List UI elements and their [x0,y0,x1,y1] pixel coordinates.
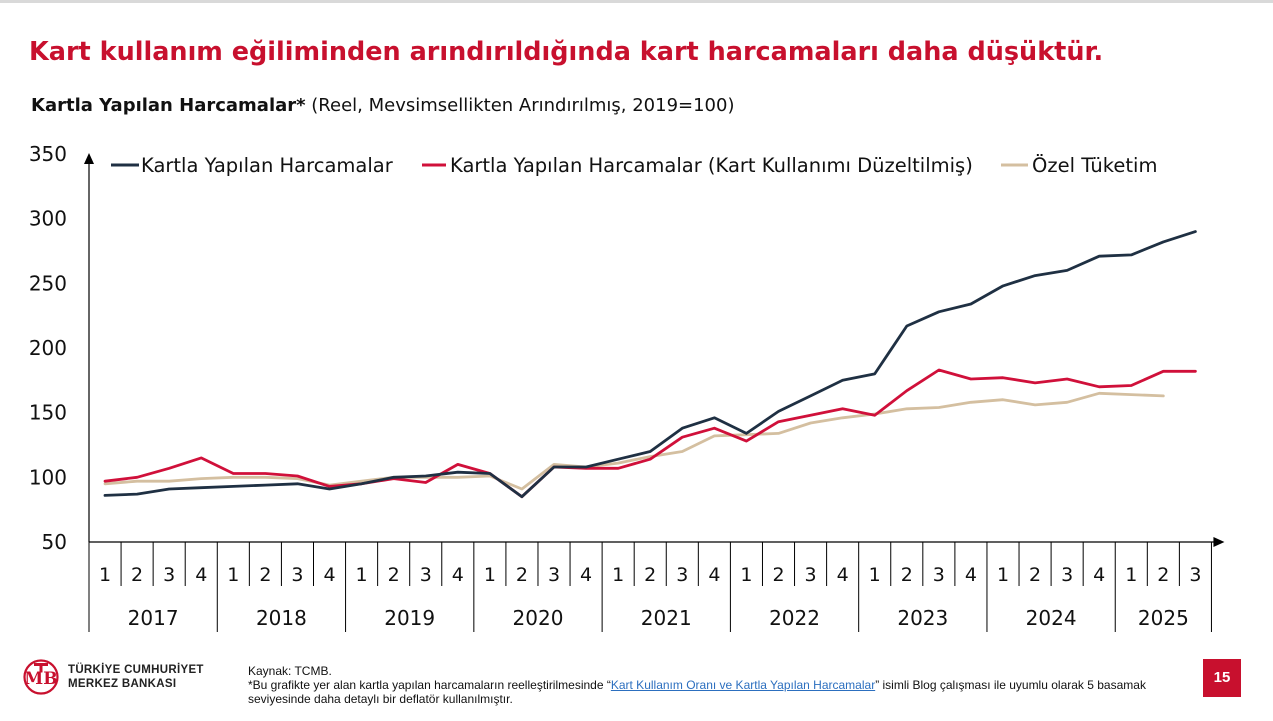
x-quarter-label: 1 [1125,564,1137,586]
x-quarter-label: 2 [1029,564,1041,586]
tcmb-logo: MB TÜRKİYE CUMHURİYET MERKEZ BANKASI [22,658,242,698]
x-year-label: 2023 [897,606,948,630]
footnote-prefix: *Bu grafikte yer alan kartla yapılan har… [248,678,611,692]
y-tick-label: 250 [29,271,67,295]
x-quarter-label: 4 [195,564,207,586]
series-line-2 [103,368,1197,499]
logo-text: TÜRKİYE CUMHURİYET MERKEZ BANKASI [68,663,204,691]
y-tick-label: 200 [29,336,67,360]
x-quarter-label: 3 [933,564,945,586]
x-quarter-label: 4 [323,564,335,586]
page-headline: Kart kullanım eğiliminden arındırıldığın… [29,37,1104,67]
x-quarter-label: 3 [291,564,303,586]
svg-text:MB: MB [24,669,57,689]
x-quarter-label: 1 [99,564,111,586]
x-quarter-label: 1 [740,564,752,586]
chart-title: Kartla Yapılan Harcamalar* [31,95,306,116]
page-number-badge: 15 [1203,659,1241,697]
legend-label-2: Kartla Yapılan Harcamalar (Kart Kullanım… [450,154,973,177]
blog-link[interactable]: Kart Kullanım Oranı ve Kartla Yapılan Ha… [610,678,876,692]
x-quarter-label: 1 [997,564,1009,586]
legend-label-1: Kartla Yapılan Harcamalar [141,154,394,177]
x-quarter-label: 3 [420,564,432,586]
x-quarter-label: 4 [452,564,464,586]
x-year-label: 2025 [1138,606,1189,630]
x-quarter-label: 4 [837,564,849,586]
top-divider [0,0,1273,3]
x-quarter-label: 4 [1093,564,1105,586]
x-year-label: 2020 [513,606,564,630]
x-year-label: 2018 [256,606,307,630]
chart-subtitle-units: (Reel, Mevsimsellikten Arındırılmış, 201… [305,95,735,116]
series-line-1 [103,230,1197,499]
footnote: *Bu grafikte yer alan kartla yapılan har… [248,678,1148,706]
x-year-label: 2017 [128,606,179,630]
y-tick-label: 350 [29,142,67,166]
y-axis-arrow [84,153,94,164]
logo-line-2: MERKEZ BANKASI [68,678,177,690]
x-year-label: 2019 [384,606,435,630]
footnote-suffix: ” isimli Blog çalışması ile uyumlu olara… [248,678,1146,706]
x-quarter-label: 2 [259,564,271,586]
source-note: Kaynak: TCMB. *Bu grafikte yer alan kart… [248,664,1148,706]
series-line-3 [103,391,1165,491]
x-quarter-label: 1 [484,564,496,586]
chart-subtitle: Kartla Yapılan Harcamalar* (Reel, Mevsim… [31,95,735,116]
x-axis-arrow [1213,537,1225,547]
source-line: Kaynak: TCMB. [248,664,332,678]
x-quarter-label: 3 [1061,564,1073,586]
x-year-label: 2022 [769,606,820,630]
x-quarter-label: 2 [516,564,528,586]
x-quarter-label: 2 [1157,564,1169,586]
x-quarter-label: 3 [1189,564,1201,586]
x-quarter-label: 1 [869,564,881,586]
y-tick-label: 150 [29,401,67,425]
x-quarter-label: 4 [965,564,977,586]
x-quarter-label: 1 [612,564,624,586]
y-tick-label: 50 [42,530,67,554]
x-quarter-label: 3 [676,564,688,586]
x-quarter-label: 2 [131,564,143,586]
y-tick-label: 300 [29,207,67,231]
logo-line-1: TÜRKİYE CUMHURİYET [68,664,204,676]
x-quarter-label: 4 [580,564,592,586]
y-tick-label: 100 [29,465,67,489]
x-quarter-label: 2 [772,564,784,586]
x-quarter-label: 1 [227,564,239,586]
x-quarter-label: 3 [805,564,817,586]
x-year-label: 2024 [1026,606,1077,630]
x-quarter-label: 3 [548,564,560,586]
x-quarter-label: 3 [163,564,175,586]
x-year-label: 2021 [641,606,692,630]
x-quarter-label: 4 [708,564,720,586]
x-quarter-label: 2 [644,564,656,586]
x-quarter-label: 2 [388,564,400,586]
legend-label-3: Özel Tüketim [1032,154,1157,177]
x-quarter-label: 2 [901,564,913,586]
tcmb-emblem-icon: MB [23,659,59,695]
x-quarter-label: 1 [356,564,368,586]
